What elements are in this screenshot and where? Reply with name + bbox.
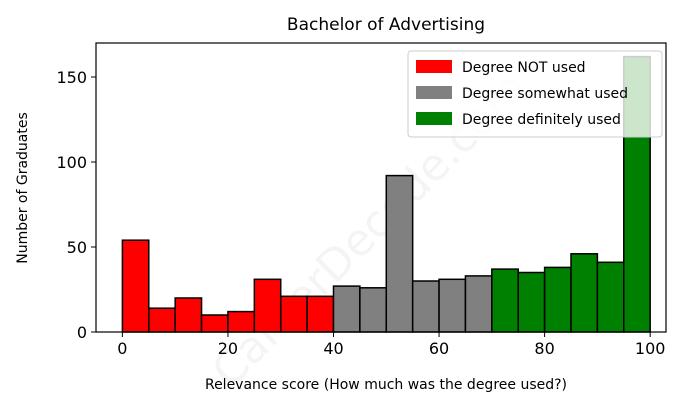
- histogram-bar: [411, 280, 440, 333]
- x-tick-label: 40: [323, 339, 343, 358]
- y-tick-label: 150: [56, 68, 87, 87]
- histogram-bar: [359, 287, 388, 333]
- histogram-bar: [570, 253, 599, 333]
- x-tick-label: 60: [429, 339, 449, 358]
- legend-swatch: [416, 86, 452, 99]
- legend: Degree NOT used Degree somewhat used Degre…: [407, 50, 663, 138]
- histogram-bar: [543, 266, 572, 333]
- histogram-bar: [121, 239, 150, 333]
- x-tick-label: 0: [117, 339, 127, 358]
- histogram-bar: [332, 285, 361, 333]
- legend-box: [407, 50, 663, 138]
- legend-swatch: [416, 60, 452, 73]
- x-tick-label: 80: [534, 339, 554, 358]
- histogram-bar: [279, 295, 308, 333]
- y-tick-label: 50: [67, 238, 87, 257]
- y-tick-label: 100: [56, 153, 87, 172]
- plot-frame: [95, 42, 667, 333]
- legend-label: Degree definitely used: [462, 112, 621, 128]
- histogram-bar: [253, 278, 282, 333]
- y-axis-label: Number of Graduates: [15, 112, 31, 264]
- histogram-bar: [306, 295, 335, 333]
- histogram-bar: [148, 307, 176, 333]
- legend-label: Degree somewhat used: [462, 86, 628, 102]
- histogram-bar: [385, 174, 414, 333]
- x-axis-label: Relevance score (How much was the degree…: [205, 377, 567, 393]
- histogram-bar: [464, 275, 493, 333]
- legend-swatch: [416, 112, 452, 125]
- y-tick-label: 0: [77, 323, 87, 342]
- histogram-bar: [174, 297, 203, 333]
- histogram-bar: [200, 314, 229, 333]
- x-tick-label: 100: [635, 339, 666, 358]
- histogram-bar: [596, 261, 625, 333]
- histogram-bar: [438, 278, 467, 333]
- histogram-bar: [517, 271, 546, 333]
- histogram-bar: [491, 268, 519, 333]
- legend-label: Degree NOT used: [462, 60, 586, 76]
- histogram-bar: [227, 310, 256, 333]
- x-tick-label: 20: [218, 339, 238, 358]
- chart-title: Bachelor of Advertising: [287, 15, 485, 35]
